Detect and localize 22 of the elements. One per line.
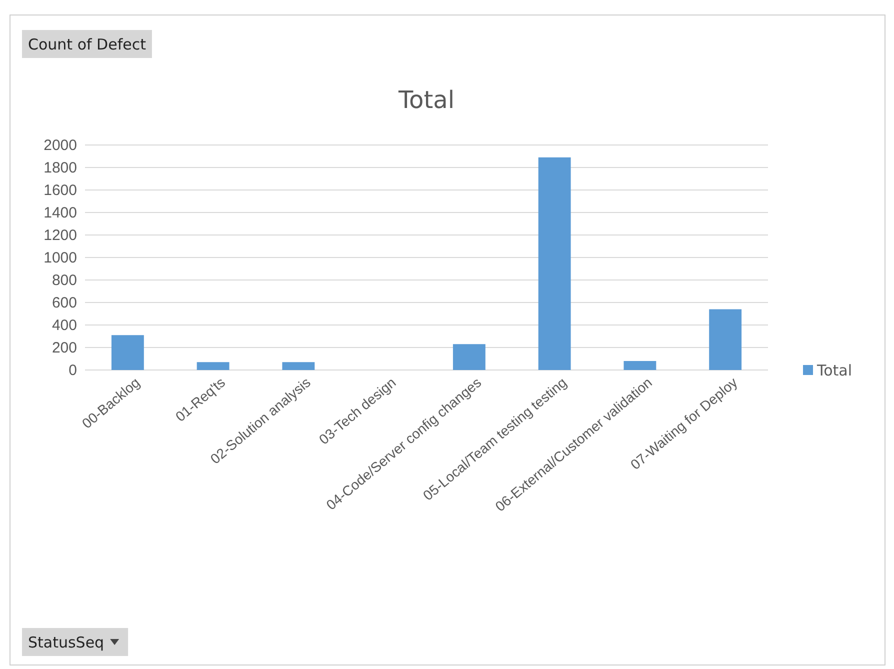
y-tick-label: 0 — [68, 362, 77, 379]
y-tick-label: 800 — [52, 272, 77, 289]
bar — [538, 157, 571, 370]
bar — [111, 335, 144, 370]
y-tick-label: 1000 — [44, 249, 77, 266]
y-tick-label: 400 — [52, 316, 77, 334]
bar — [624, 361, 656, 370]
bar — [709, 309, 742, 370]
bar — [452, 344, 486, 370]
y-tick-label: 1400 — [44, 204, 77, 222]
y-tick-label: 200 — [52, 339, 77, 356]
y-tick-label: 2000 — [44, 136, 77, 154]
legend-label: Total — [816, 361, 852, 380]
y-tick-label: 1600 — [44, 182, 77, 199]
chart-title: Total — [397, 86, 455, 114]
y-tick-label: 1800 — [44, 159, 77, 176]
text: Count of Defect — [28, 35, 146, 54]
bar — [196, 362, 230, 370]
bar — [282, 362, 315, 370]
y-tick-label: 600 — [52, 294, 77, 312]
text: StatusSeq — [28, 633, 104, 652]
y-tick-label: 1200 — [44, 226, 77, 244]
